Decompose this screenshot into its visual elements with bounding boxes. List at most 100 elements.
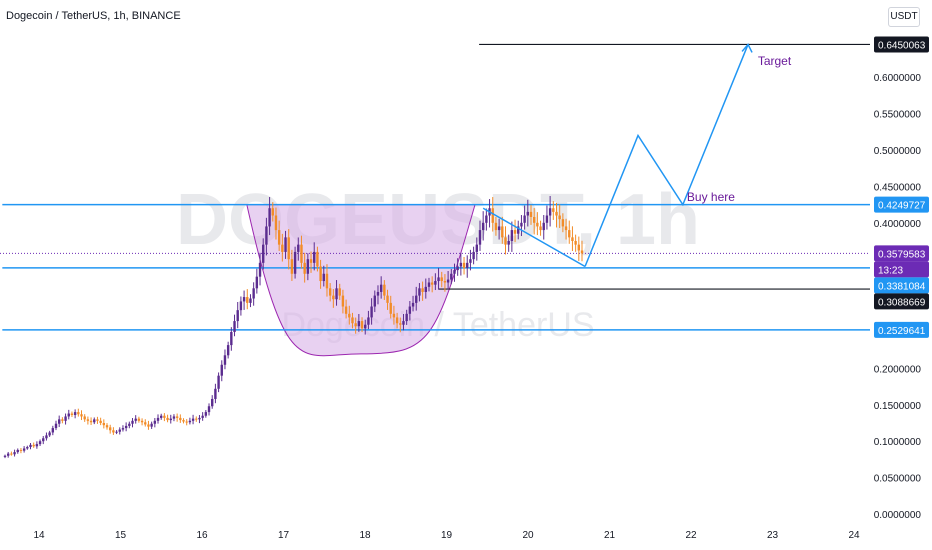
candle-body bbox=[6, 453, 10, 456]
candle-body bbox=[233, 321, 236, 332]
candle-body bbox=[373, 295, 376, 307]
cup-shape[interactable] bbox=[246, 204, 476, 357]
price-tag-bg bbox=[874, 36, 929, 53]
candle-body bbox=[214, 388, 217, 399]
candle-body bbox=[386, 295, 389, 303]
candle-body bbox=[118, 429, 121, 432]
candle-body bbox=[26, 447, 29, 449]
candle-body bbox=[198, 417, 201, 420]
candle-body bbox=[360, 321, 364, 329]
candle-body bbox=[564, 226, 568, 231]
candle-body bbox=[182, 420, 185, 422]
candle-body bbox=[571, 237, 574, 241]
candle-body bbox=[316, 251, 319, 267]
candle-body bbox=[230, 332, 233, 346]
y-tick-label: 0.0000000 bbox=[874, 510, 922, 521]
price-tag-label: 0.6450063 bbox=[878, 40, 926, 51]
time-axis[interactable]: 14 15 16 17 18 19 20 21 22 23 24 bbox=[33, 530, 860, 541]
projection-path[interactable] bbox=[482, 43, 753, 268]
candle-body bbox=[115, 431, 118, 433]
candle-body bbox=[108, 427, 112, 431]
candle-body bbox=[399, 323, 402, 325]
candle-body bbox=[185, 421, 188, 423]
candle-body bbox=[430, 282, 434, 285]
y-tick-label: 0.5500000 bbox=[874, 110, 922, 121]
candle-body bbox=[32, 444, 35, 447]
candle-body bbox=[513, 230, 517, 234]
x-tick-label: 22 bbox=[685, 530, 697, 541]
x-tick-label: 15 bbox=[115, 530, 127, 541]
candle-body bbox=[102, 423, 106, 426]
horizontal-levels[interactable] bbox=[2, 43, 870, 331]
candle-body bbox=[469, 259, 472, 263]
candle-body bbox=[309, 259, 313, 263]
y-tick-label: 0.4000000 bbox=[874, 219, 922, 230]
candle-body bbox=[290, 259, 294, 274]
candle-body bbox=[325, 273, 329, 289]
candle-body bbox=[150, 423, 153, 427]
candle-body bbox=[475, 244, 479, 252]
candle-body bbox=[418, 288, 421, 296]
candle-body bbox=[93, 419, 96, 423]
candle-body bbox=[195, 418, 198, 420]
candle-body bbox=[13, 452, 16, 455]
candle-body bbox=[376, 291, 380, 296]
candle-body bbox=[491, 208, 494, 223]
x-tick-label: 23 bbox=[767, 530, 779, 541]
candle-body bbox=[271, 208, 274, 216]
price-tag-bg bbox=[874, 321, 929, 338]
price-tag-label: 0.3088669 bbox=[878, 297, 926, 308]
candle-body bbox=[561, 219, 565, 227]
candle-body bbox=[134, 418, 137, 421]
candle-body bbox=[532, 216, 536, 223]
candle-body bbox=[57, 419, 61, 424]
candle-body bbox=[144, 422, 147, 425]
price-tags: 0.6450063 0.4249727 0.3579583 13:23 0.338108… bbox=[874, 36, 929, 338]
candle-body bbox=[517, 226, 520, 234]
candle-body bbox=[440, 277, 443, 282]
candle-body bbox=[303, 262, 306, 274]
candle-body bbox=[411, 302, 415, 307]
price-tag-bg bbox=[874, 245, 929, 262]
x-tick-label: 16 bbox=[196, 530, 208, 541]
x-tick-label: 17 bbox=[278, 530, 290, 541]
x-tick-label: 19 bbox=[441, 530, 453, 541]
candle-body bbox=[255, 276, 259, 289]
price-tag-label: 0.3381084 bbox=[878, 281, 926, 292]
candle-body bbox=[51, 428, 55, 433]
candle-body bbox=[220, 364, 223, 376]
candle-body bbox=[379, 284, 383, 292]
candle-body bbox=[121, 428, 125, 430]
candle-body bbox=[86, 419, 90, 421]
candle-body bbox=[38, 441, 42, 445]
y-tick-label: 0.6000000 bbox=[874, 73, 922, 84]
candle-body bbox=[415, 295, 418, 303]
candle-body bbox=[64, 416, 67, 421]
cup-fill bbox=[246, 204, 476, 357]
currency-badge[interactable]: USDT bbox=[888, 7, 920, 27]
candle-body bbox=[284, 237, 287, 252]
x-tick-label: 20 bbox=[522, 530, 534, 541]
candle-body bbox=[405, 313, 408, 322]
candle-body bbox=[99, 420, 102, 423]
candle-body bbox=[262, 244, 265, 263]
candle-body bbox=[319, 266, 322, 282]
annotations[interactable]: Buy here Target bbox=[687, 54, 792, 204]
candle-body bbox=[105, 425, 109, 428]
candle-body bbox=[510, 230, 514, 241]
candle-body bbox=[504, 237, 507, 245]
candle-body bbox=[19, 449, 23, 451]
candle-body bbox=[265, 226, 268, 245]
candle-body bbox=[258, 262, 262, 277]
candle-body bbox=[239, 301, 243, 311]
candle-body bbox=[45, 435, 48, 439]
candle-body bbox=[395, 317, 399, 324]
candle-body bbox=[427, 282, 431, 287]
x-tick-label: 21 bbox=[604, 530, 616, 541]
y-tick-label: 0.1500000 bbox=[874, 401, 922, 412]
candle-body bbox=[140, 420, 144, 423]
candle-body bbox=[35, 444, 39, 447]
candle-body bbox=[29, 444, 32, 448]
candle-body bbox=[89, 420, 93, 423]
